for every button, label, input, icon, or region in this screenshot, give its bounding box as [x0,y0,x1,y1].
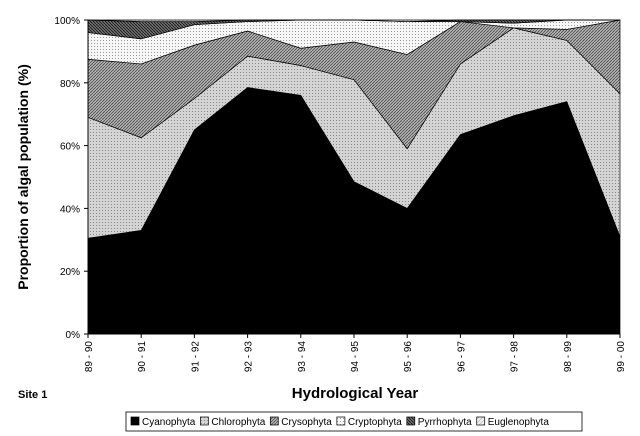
legend-box [125,411,583,432]
y-tick-label: 0% [66,330,81,341]
legend-item-euglenophyta: Euglenophyta [476,416,550,428]
x-tick-label: 96 - 97 [456,341,467,373]
legend-swatch [406,416,416,426]
legend-label: Chlorophyta [211,417,265,428]
legend-swatch [476,416,486,426]
x-tick-label: 95 - 96 [403,341,414,373]
legend-swatch [269,416,279,426]
site-label: Site 1 [18,389,47,401]
y-tick-label: 80% [60,79,80,90]
y-tick-label: 20% [60,267,80,278]
x-tick-label: 93 - 94 [297,341,308,373]
x-tick-label: 89 - 90 [84,341,95,373]
legend-item-chlorophyta: Chlorophyta [200,416,266,428]
y-tick-label: 40% [60,204,80,215]
x-tick-label: 91 - 92 [190,341,201,373]
x-tick-label: 92 - 93 [244,341,255,373]
legend-swatch [200,416,209,426]
x-tick-label: 94 - 95 [350,341,361,373]
legend-label: Pyrrhophyta [418,417,472,428]
legend-swatch [336,416,346,426]
legend-label: Euglenophyta [488,417,550,428]
x-tick-label: 97 - 98 [510,341,521,373]
legend-label: Cryptophyta [348,417,402,428]
y-tick-label: 100% [54,16,80,27]
legend-label: Crysophyta [281,417,332,428]
y-tick-label: 60% [60,142,80,153]
legend-item-cyanophyta: Cyanophyta [130,416,196,428]
legend-item-pyrrhophyta: Pyrrhophyta [406,416,472,428]
legend-label: Cyanophyta [142,417,196,428]
x-tick-label: 98 - 99 [563,341,574,373]
legend-item-crysophyta: Crysophyta [269,416,332,428]
x-axis-title: Hydrological Year [292,385,419,402]
x-axis: 89 - 90 90 - 91 91 - 92 92 - 93 93 - 94 94 - … [84,333,627,373]
area-series-euglenophyta [87,19,621,22]
y-axis: 0% 20% 40% 60% 80% 100% [54,16,89,341]
y-axis-title: Proportion of algal population (%) [15,64,31,290]
plot-areas [87,19,621,335]
x-tick-label: 90 - 91 [137,341,148,373]
legend-item-cryptophyta: Cryptophyta [336,416,402,428]
legend-swatch [130,416,140,426]
legend: Cyanophyta Chlorophyta Crysophyta Cryptophy… [125,411,583,432]
x-tick-label: 99 - 00 [616,341,627,373]
